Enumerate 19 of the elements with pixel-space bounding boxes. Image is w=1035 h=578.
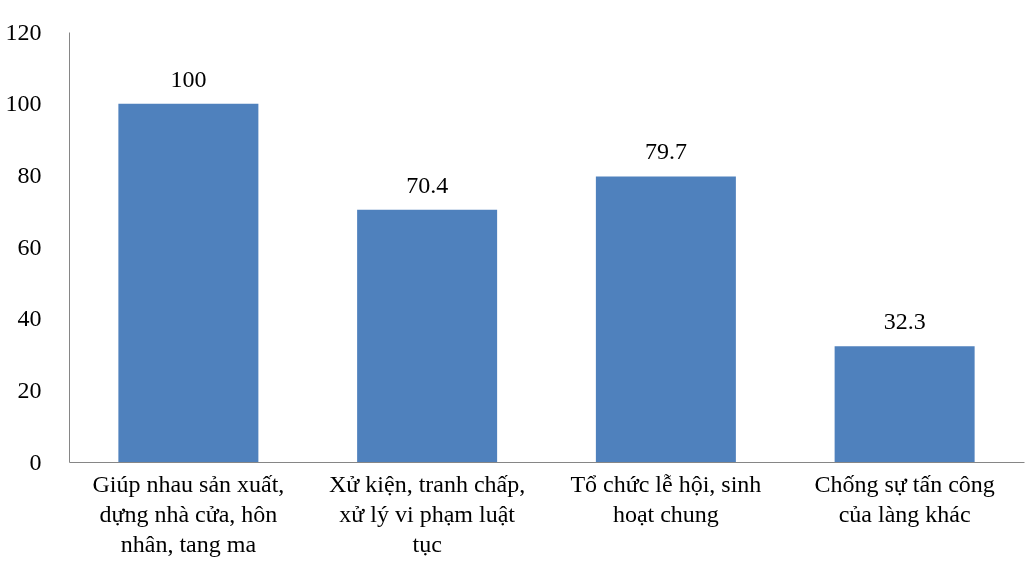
x-tick-label: Xử kiện, tranh chấp, xử lý vi phạm luật tục <box>328 470 526 557</box>
y-tick-label: 100 <box>5 90 42 117</box>
data-label: 70.4 <box>406 171 449 198</box>
bar <box>118 103 259 462</box>
data-label: 32.3 <box>883 308 926 335</box>
bar <box>834 346 975 462</box>
y-tick-label: 60 <box>17 233 42 260</box>
data-label: 100 <box>170 65 207 92</box>
data-label: 79.7 <box>644 138 687 165</box>
bar <box>357 209 498 462</box>
bar <box>595 176 736 462</box>
y-tick-label: 120 <box>5 18 42 45</box>
x-tick-label: Giúp nhau sản xuất, dựng nhà cửa, hôn nhân, tang ma <box>92 470 285 557</box>
y-tick-label: 0 <box>29 448 42 475</box>
y-tick-label: 40 <box>17 305 42 332</box>
y-tick-label: 80 <box>17 161 42 188</box>
x-tick-label: Tổ chức lễ hội, sinh hoạt chung <box>570 470 762 527</box>
y-tick-label: 20 <box>17 376 42 403</box>
x-tick-label: Chống sự tấn công của làng khác <box>814 470 995 527</box>
